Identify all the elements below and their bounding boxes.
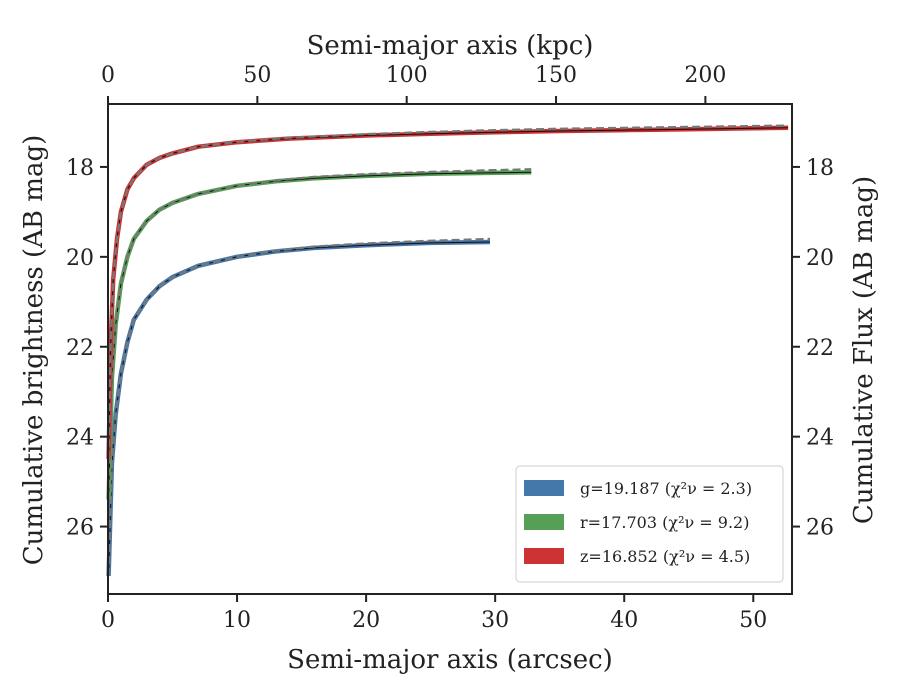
top-x-axis-title: Semi-major axis (kpc) <box>307 31 594 61</box>
legend-swatch-g <box>524 480 564 496</box>
right-y-tick-label: 18 <box>806 156 834 181</box>
y-tick-label: 18 <box>66 156 94 181</box>
series-r-model <box>107 168 532 500</box>
right-y-tick-label: 24 <box>806 426 834 451</box>
series-r-line <box>106 170 532 500</box>
right-y-axis-title: Cumulative Flux (AB mag) <box>849 176 879 524</box>
y-tick-label: 22 <box>66 336 94 361</box>
series-z-core <box>108 127 789 460</box>
top-x-tick-label: 200 <box>684 63 726 88</box>
plot-area <box>106 124 789 577</box>
series-z-model <box>107 124 789 460</box>
x-tick-label: 50 <box>739 608 767 633</box>
legend-swatch-z <box>524 548 564 564</box>
y-tick-label: 26 <box>66 516 94 541</box>
legend-swatch-r <box>524 514 564 530</box>
x-tick-label: 20 <box>352 608 380 633</box>
top-x-tick-label: 50 <box>243 63 271 88</box>
top-x-tick-label: 100 <box>386 63 428 88</box>
legend-label-g: g=19.187 (χ²ν = 2.3) <box>580 479 752 498</box>
right-y-tick-label: 26 <box>806 516 834 541</box>
right-y-tick-label: 22 <box>806 336 834 361</box>
legend-label-z: z=16.852 (χ²ν = 4.5) <box>580 547 750 566</box>
legend-label-r: r=17.703 (χ²ν = 9.2) <box>580 513 749 532</box>
top-x-tick-label: 0 <box>101 63 115 88</box>
series-z-line <box>106 125 789 460</box>
axes: 0 10 20 30 40 50 0 50 100 150 200 18 18 20 20 22 22 24 24 2… <box>66 63 834 633</box>
axes-frame <box>107 103 793 595</box>
series-g-line <box>106 239 491 577</box>
x-tick-label: 30 <box>481 608 509 633</box>
series-r-core <box>108 171 532 500</box>
x-tick-label: 40 <box>610 608 638 633</box>
x-axis-title: Semi-major axis (arcsec) <box>287 645 613 675</box>
legend-box <box>515 465 784 583</box>
right-y-tick-label: 20 <box>806 246 834 271</box>
y-tick-label: 24 <box>66 426 94 451</box>
series-g-core <box>108 241 491 577</box>
top-x-tick-label: 150 <box>535 63 577 88</box>
x-tick-label: 0 <box>101 608 115 633</box>
legend: g=19.187 (χ²ν = 2.3) r=17.703 (χ²ν = 9.2)… <box>515 465 784 583</box>
y-tick-label: 20 <box>66 246 94 271</box>
y-axis-title: Cumulative brightness (AB mag) <box>19 135 49 566</box>
x-tick-label: 10 <box>223 608 251 633</box>
series-g-model <box>107 237 491 577</box>
